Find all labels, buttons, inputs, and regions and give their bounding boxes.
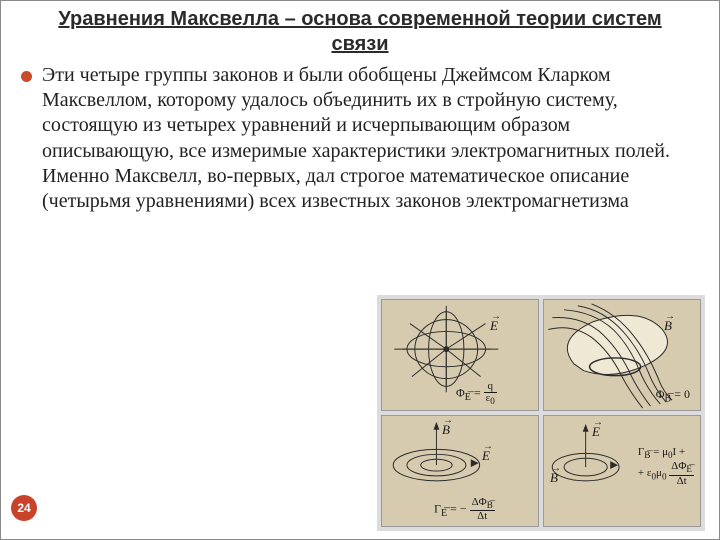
- vector-label-b-3: →B: [442, 422, 450, 438]
- body-text: Эти четыре группы законов и были обобщен…: [42, 63, 701, 214]
- vector-label-b-4: →B: [550, 470, 558, 486]
- maxwell-panels: →E ΦE͞ = qε0 →B ΦB͞ = 0: [377, 295, 705, 531]
- formula-faraday: ΓE͞ = − ΔΦB͞Δt: [434, 497, 495, 522]
- page-number: 24: [17, 501, 30, 515]
- formula-ampere: ΓB͞ = μ0I ++ ε0μ0 ΔΦE͞Δt: [638, 446, 694, 487]
- vector-label-b: →B: [664, 318, 672, 334]
- slide: Уравнения Максвелла – основа современной…: [0, 0, 720, 540]
- panel-faraday: →B →E ΓE͞ = − ΔΦB͞Δt: [381, 415, 539, 527]
- vector-label-e-4: →E: [592, 424, 600, 440]
- vector-label-e-3: →E: [482, 448, 490, 464]
- bullet-icon: [21, 71, 32, 82]
- body-row: Эти четыре группы законов и были обобщен…: [19, 63, 701, 214]
- vector-label-e: →E: [490, 318, 498, 334]
- formula-gauss-b: ΦB͞ = 0: [656, 387, 690, 404]
- panel-gauss-b: →B ΦB͞ = 0: [543, 299, 701, 411]
- panel-gauss-e: →E ΦE͞ = qε0: [381, 299, 539, 411]
- page-number-badge: 24: [11, 495, 37, 521]
- formula-gauss-e: ΦE͞ = qε0: [456, 381, 497, 406]
- slide-title: Уравнения Максвелла – основа современной…: [29, 7, 691, 57]
- panel-ampere-maxwell: →E →B ΓB͞ = μ0I ++ ε0μ0 ΔΦE͞Δt: [543, 415, 701, 527]
